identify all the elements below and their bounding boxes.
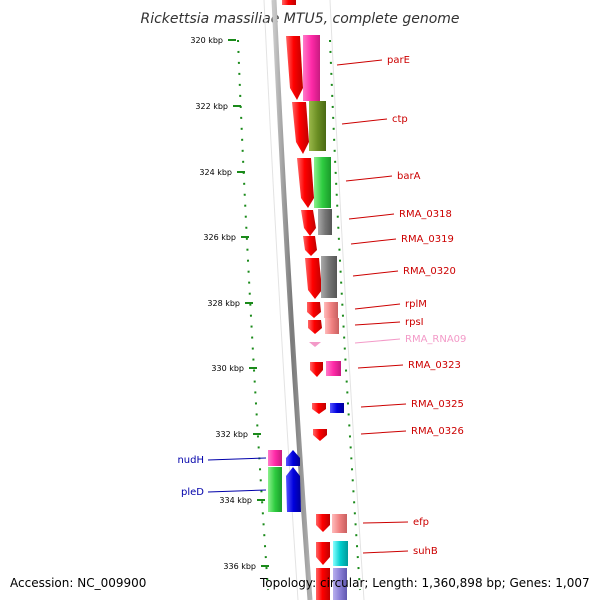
gene-label[interactable]: RMA_0326 [411,426,464,437]
feature-cog [333,568,347,600]
strand-plus-features [282,0,330,600]
feature-cog [309,101,326,151]
gene-leader-line [362,521,409,524]
feature-arrow [316,542,330,565]
feature-cog [268,450,282,466]
gene-label[interactable]: RMA_0320 [403,266,456,277]
feature-cog [325,318,339,334]
map-title: Rickettsia massiliae MTU5, complete geno… [140,11,459,27]
feature-block [316,568,330,600]
gene-leader-line [207,457,267,461]
feature-arrow [301,210,316,236]
gene-leader-line [341,118,388,125]
tick-label: 326 kbp [203,233,236,242]
gene-leader-line [360,403,407,408]
outer-ring-right [329,0,365,600]
feature-arrow [308,320,322,334]
gene-leader-line [336,59,383,66]
feature-block [282,0,296,5]
feature-cog [333,541,348,566]
tick-label: 328 kbp [207,299,240,308]
tick-label: 330 kbp [211,364,244,373]
cog-features [303,35,348,600]
gene-leader-line [352,270,399,277]
gene-label[interactable]: RMA_0319 [401,234,454,245]
gene-leader-line [348,213,395,220]
feature-arrow [305,258,322,299]
tick-label: 336 kbp [223,562,256,571]
feature-arrow [286,450,300,466]
feature-cog [314,157,331,208]
feature-rna [309,342,321,347]
feature-cog [321,256,337,298]
gene-label[interactable]: ctp [392,114,408,125]
feature-arrow [303,236,317,256]
gene-leader-line [362,550,409,554]
feature-cog [324,302,338,318]
feature-arrow [292,102,309,154]
gene-label[interactable]: efp [413,517,429,528]
feature-cog [326,361,341,376]
tick-label: 324 kbp [199,168,232,177]
gene-label[interactable]: rplM [405,299,427,310]
gene-label[interactable]: pleD [181,487,204,498]
gene-labels: parE ctp barA RMA_0318 RMA_0319 RMA_0320 rplM r… [177,55,466,557]
gene-leader-line [354,338,401,344]
gene-label[interactable]: RMA_RNA09 [405,334,466,345]
feature-arrow [313,429,327,441]
gene-leader-line [357,364,404,369]
feature-cog [303,35,320,101]
gene-leader-line [207,489,267,493]
feature-arrow [286,36,303,100]
gene-label[interactable]: suhB [413,546,438,557]
gene-leader-line [354,321,401,326]
accession-text: Accession: NC_009900 [10,576,146,590]
gene-label[interactable]: barA [397,171,421,182]
genome-summary-text: Topology: circular; Length: 1,360,898 bp… [259,576,590,590]
outer-ring [263,0,299,600]
gene-leader-line [350,238,397,245]
feature-arrow [312,403,326,414]
feature-cog [268,467,282,512]
gene-label[interactable]: RMA_0318 [399,209,452,220]
feature-arrow [310,362,323,377]
genome-backbone [271,0,313,600]
gene-leader-line [360,430,407,435]
gene-leader-line [345,175,393,182]
tick-label: 320 kbp [190,36,223,45]
feature-arrow [316,514,330,532]
gene-label[interactable]: parE [387,55,410,66]
gene-label[interactable]: RMA_0323 [408,360,461,371]
gene-label[interactable]: nudH [177,455,204,466]
gene-leader-line [354,303,401,310]
tick-label: 332 kbp [215,430,248,439]
feature-cog [330,403,344,413]
tick-marks: 320 kbp 322 kbp 324 kbp 326 kbp 328 kbp 330 k… [190,36,269,571]
feature-arrow [286,467,301,512]
tick-label: 322 kbp [195,102,228,111]
feature-cog [318,209,332,235]
tick-label: 334 kbp [219,496,252,505]
feature-arrow [307,302,321,318]
strand-minus-features [268,450,301,512]
feature-cog [332,514,347,533]
gene-label[interactable]: rpsI [405,317,424,328]
feature-arrow [297,158,314,208]
outer-track-left [237,39,269,591]
gene-label[interactable]: RMA_0325 [411,399,464,410]
